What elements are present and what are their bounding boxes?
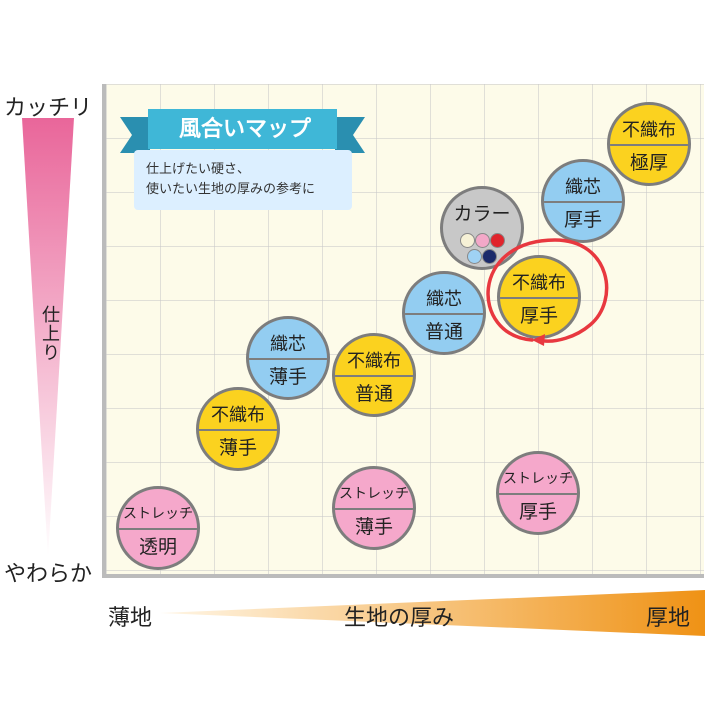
x-axis-middle-label: 生地の厚み	[344, 606, 455, 631]
color-swatch	[489, 233, 505, 248]
bubble-stretch-clear: ストレッチ 透明	[116, 486, 200, 570]
note-box: 仕上げたい硬さ、 使いたい生地の厚みの参考に	[134, 150, 352, 210]
y-axis-top-label: カッチリ	[4, 96, 93, 121]
bubble-thickness: 厚手	[499, 493, 577, 532]
bubble-thickness: 極厚	[610, 144, 688, 183]
bubble-type: 織芯	[426, 289, 462, 310]
color-swatch	[459, 233, 475, 248]
color-swatch	[482, 249, 497, 264]
bubble-woven-thick: 織芯 厚手	[541, 159, 625, 243]
color-swatch-row-2	[443, 249, 521, 267]
bubble-nonwoven-normal: 不織布 普通	[332, 333, 416, 417]
bubble-nonwoven-extra-thick: 不織布 極厚	[607, 102, 691, 186]
color-swatch	[467, 249, 482, 264]
bubble-color-options: カラー	[440, 186, 524, 270]
bubble-type: ストレッチ	[339, 486, 409, 502]
y-axis-bottom-label: やわらか	[4, 562, 93, 587]
color-swatch-row-1	[443, 233, 521, 252]
bubble-type: ストレッチ	[503, 471, 573, 487]
bubble-woven-thin: 織芯 薄手	[246, 316, 330, 400]
bubble-thickness: 厚手	[544, 201, 622, 240]
title-ribbon	[120, 109, 365, 153]
note-line-2: 使いたい生地の厚みの参考に	[146, 182, 316, 197]
y-axis-gradient	[22, 118, 74, 558]
bubble-type: 不織布	[211, 405, 265, 426]
bubble-stretch-thick: ストレッチ 厚手	[496, 451, 580, 535]
bubble-nonwoven-thin: 不織布 薄手	[196, 387, 280, 471]
bubble-type: 不織布	[347, 351, 401, 372]
y-axis-middle-label: 仕上り	[39, 305, 60, 362]
bubble-thickness: 薄手	[249, 358, 327, 397]
x-axis-left-label: 薄地	[108, 606, 153, 631]
color-bubble-label: カラー	[453, 203, 511, 225]
bubble-type: 織芯	[270, 334, 306, 355]
bubble-thickness: 普通	[405, 313, 483, 352]
bubble-type: ストレッチ	[123, 506, 193, 522]
bubble-nonwoven-thick: 不織布 厚手	[497, 255, 581, 339]
bubble-woven-normal: 織芯 普通	[402, 271, 486, 355]
bubble-type: 織芯	[565, 177, 601, 198]
bubble-thickness: 透明	[119, 528, 197, 567]
x-axis-right-label: 厚地	[646, 606, 691, 631]
bubble-thickness: 普通	[335, 375, 413, 414]
x-axis-gradient	[160, 590, 705, 636]
bubble-type: 不織布	[622, 120, 676, 141]
color-swatch	[474, 233, 490, 248]
bubble-thickness: 厚手	[500, 297, 578, 336]
map-title: 風合いマップ	[178, 117, 311, 142]
bubble-stretch-thin: ストレッチ 薄手	[332, 466, 416, 550]
note-line-1: 仕上げたい硬さ、	[146, 162, 251, 177]
bubble-thickness: 薄手	[335, 508, 413, 547]
bubble-thickness: 薄手	[199, 429, 277, 468]
